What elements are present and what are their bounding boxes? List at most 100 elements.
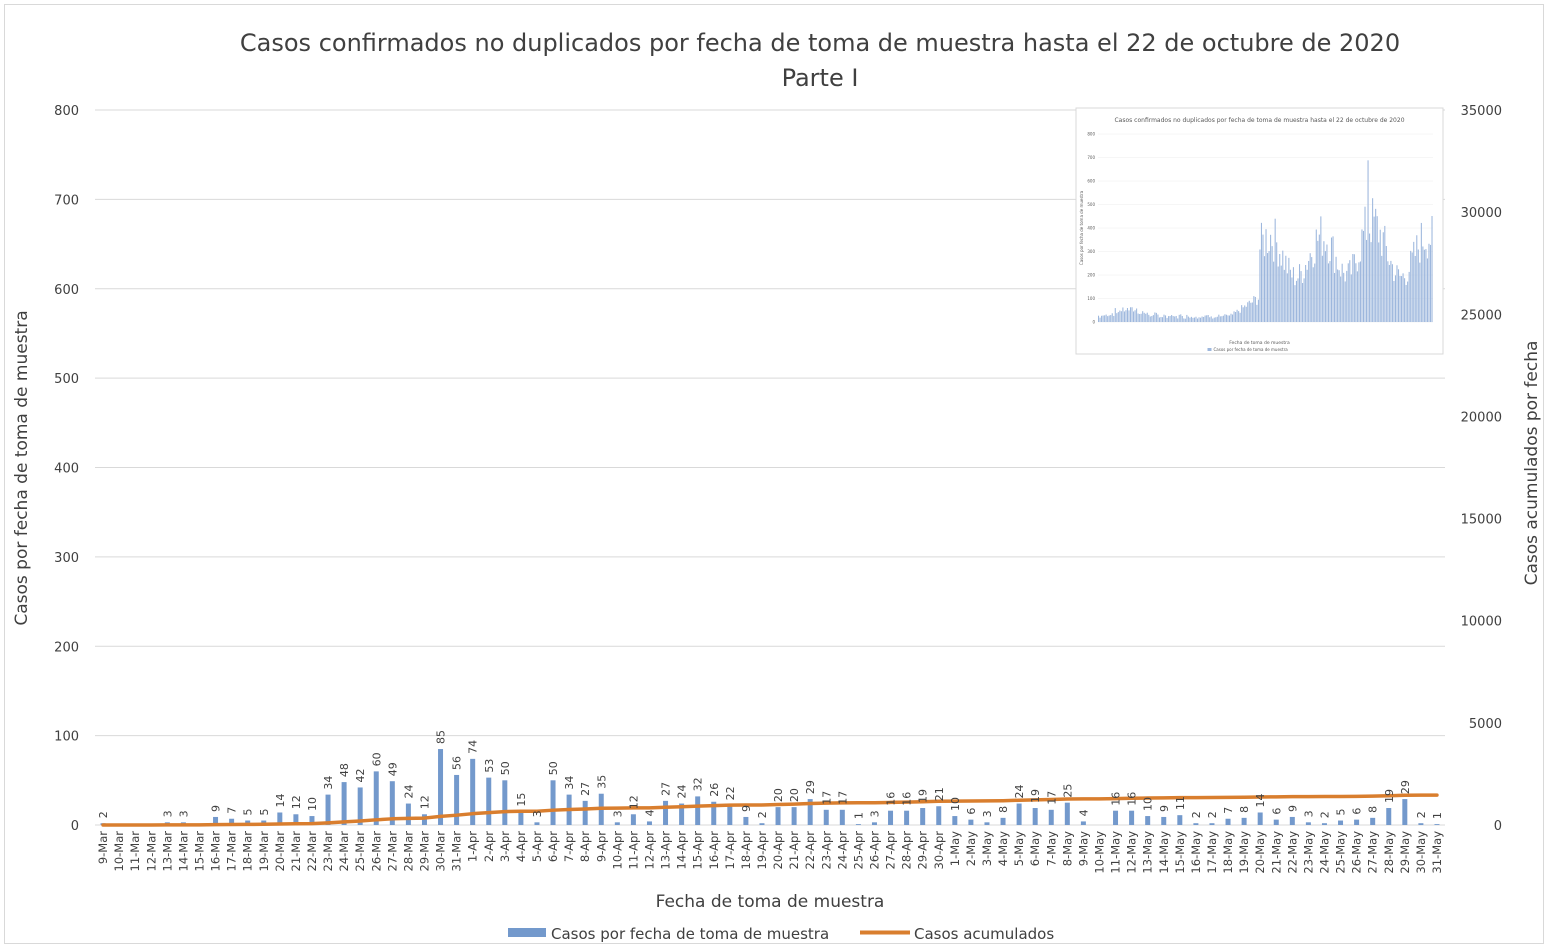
x-tick-label: 21-Apr [787,831,801,870]
x-tick-label: 1-Apr [466,831,480,862]
data-label: 3 [868,810,881,817]
bar [855,824,861,825]
inset-bar [1429,244,1432,322]
x-tick-label: 18-May [1221,831,1235,874]
data-label: 85 [435,730,448,744]
x-tick-label: 24-Apr [835,831,849,870]
x-tick-label: 25-Apr [851,831,865,870]
bar [1257,812,1263,825]
chart-frame [4,4,1544,944]
inset-bar [1340,276,1342,322]
x-tick-label: 7-May [1044,831,1058,866]
bar [711,801,717,825]
inset-legend-label: Casos por fecha de toma de muestra [1214,347,1289,352]
inset-bar [1166,317,1168,322]
data-label: 20 [772,788,785,802]
data-label: 8 [997,806,1010,813]
inset-bar [1180,314,1182,322]
inset-bar [1326,244,1328,322]
bar [952,816,958,825]
inset-bar [1152,315,1154,322]
inset-bar [1267,253,1269,322]
bar [727,805,733,825]
inset-bar [1245,306,1247,322]
inset-bar [1385,246,1387,322]
y-tick-label: 600 [54,283,79,298]
inset-bar [1210,316,1212,322]
bar [1370,817,1376,825]
data-label: 24 [402,785,415,799]
inset-bar [1359,261,1361,322]
bar [325,794,331,825]
data-label: 9 [740,805,753,812]
bar [743,816,749,825]
bar [373,771,379,825]
x-tick-label: 30-Apr [932,831,946,870]
x-tick-label: 19-Mar [257,831,271,872]
y-tick-label: 300 [54,551,79,566]
bar [1418,823,1424,825]
x-tick-label: 17-May [1205,831,1219,874]
inset-y-tick: 600 [1087,179,1095,184]
x-tick-label: 4-Apr [514,831,528,862]
inset-bar [1358,262,1360,322]
inset-bar [1232,314,1234,322]
x-tick-label: 8-May [1060,831,1074,866]
x-tick-label: 16-May [1189,831,1203,874]
data-label: 32 [692,777,705,791]
inset-bar [1122,307,1124,322]
y-tick-label: 700 [54,193,79,208]
bar [582,800,588,825]
legend: Casos por fecha de toma de muestra Casos… [508,925,1054,943]
inset-bar [1213,317,1215,322]
bar [1289,816,1295,825]
inset-bar [1145,313,1147,322]
data-label: 19 [1383,789,1396,803]
x-tick-label: 8-Apr [578,831,592,862]
inset-bar [1125,310,1127,322]
inset-bar [1416,235,1418,322]
y2-axis-title: Casos acumulados por fecha [1522,341,1542,586]
data-label: 3 [1302,810,1315,817]
inset-bar [1189,317,1191,322]
inset-bar [1268,251,1270,322]
inset-bar [1402,273,1404,322]
inset-bar [1140,313,1142,322]
inset-bar [1207,315,1209,322]
data-label: 14 [1254,793,1267,807]
bar [775,807,781,825]
x-tick-label: 28-Apr [900,831,914,870]
inset-bar [1247,302,1249,322]
data-label: 4 [1077,809,1090,816]
bar [1145,816,1151,825]
inset-bar [1405,284,1407,322]
inset-y-tick: 0 [1092,320,1095,325]
legend-label-bars: Casos por fecha de toma de muestra [551,925,829,943]
inset-bar [1300,271,1302,322]
data-label: 1 [852,812,865,819]
inset-bar [1198,317,1200,322]
bar [534,822,540,825]
left-axis-ticks: 0 100 200 300 400 500 600 700 800 [54,104,79,834]
inset-bar [1175,315,1177,322]
inset-bar [1306,269,1308,322]
inset-bar [1337,269,1339,322]
x-tick-label: 10-Apr [610,831,624,870]
inset-bar [1428,243,1430,322]
data-label: 5 [242,809,255,816]
data-label: 35 [595,775,608,789]
inset-bar [1174,316,1176,322]
right-axis-ticks: 0 5000 10000 15000 20000 25000 30000 35000 [1461,104,1502,834]
x-tick-label: 5-May [1012,831,1026,866]
bar [341,782,347,825]
inset-bar [1113,315,1115,322]
inset-bar [1244,305,1246,322]
inset-bar [1224,314,1226,322]
bar [1064,802,1070,825]
x-tick-label: 30-May [1414,831,1428,874]
line-series [101,793,1439,827]
inset-y-tick: 400 [1087,226,1095,231]
data-label: 9 [210,805,223,812]
data-label: 2 [756,811,769,818]
data-label: 29 [1399,780,1412,794]
